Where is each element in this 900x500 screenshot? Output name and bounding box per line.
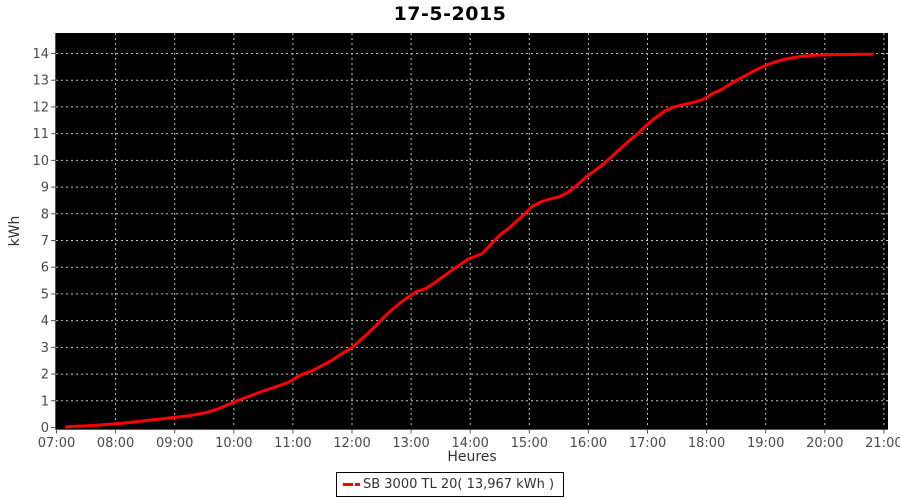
x-tick-label: 15:00 bbox=[511, 436, 548, 451]
plot-area bbox=[56, 33, 888, 429]
y-tick-label: 10 bbox=[32, 154, 49, 169]
x-tick-label: 10:00 bbox=[215, 436, 252, 451]
x-tick-label: 14:00 bbox=[451, 436, 488, 451]
y-tick-label: 9 bbox=[41, 181, 49, 196]
x-tick-label: 07:00 bbox=[38, 436, 75, 451]
x-tick-label: 20:00 bbox=[806, 436, 843, 451]
x-tick-label: 11:00 bbox=[274, 436, 311, 451]
y-tick-label: 1 bbox=[41, 394, 49, 409]
y-tick-label: 3 bbox=[41, 341, 49, 356]
y-tick-label: 8 bbox=[41, 207, 49, 222]
gridlines bbox=[56, 33, 888, 428]
legend-line-marker bbox=[342, 482, 353, 486]
y-tick-label: 0 bbox=[41, 421, 49, 436]
x-tick-label: 19:00 bbox=[747, 436, 784, 451]
legend-line-marker-short bbox=[354, 482, 360, 486]
x-tick-label: 09:00 bbox=[156, 436, 193, 451]
y-tick-label: 2 bbox=[41, 368, 49, 383]
y-tick-label: 13 bbox=[32, 74, 49, 89]
y-tick-label: 4 bbox=[41, 314, 49, 329]
x-tick-label: 12:00 bbox=[333, 436, 370, 451]
legend: SB 3000 TL 20( 13,967 kWh ) bbox=[335, 472, 565, 497]
x-tick-label: 08:00 bbox=[97, 436, 134, 451]
legend-label: SB 3000 TL 20( 13,967 kWh ) bbox=[362, 476, 555, 492]
y-tick-label: 5 bbox=[41, 287, 49, 302]
x-tick-label: 16:00 bbox=[570, 436, 607, 451]
y-tick-label: 7 bbox=[41, 234, 49, 249]
tick-labels: 07:00 08:00 09:00 10:00 11:00 12:00 13:00 14:00… bbox=[32, 47, 900, 451]
x-tick-label: 21:00 bbox=[865, 436, 900, 451]
y-tick-label: 11 bbox=[32, 127, 49, 142]
x-axis-label: Heures bbox=[447, 449, 497, 465]
y-tick-label: 12 bbox=[32, 100, 49, 115]
y-axis-label: kWh bbox=[7, 215, 23, 247]
y-tick-label: 14 bbox=[32, 47, 49, 62]
series-line bbox=[65, 52, 874, 429]
axes bbox=[51, 33, 888, 434]
y-tick-label: 6 bbox=[41, 261, 49, 276]
x-tick-label: 13:00 bbox=[392, 436, 429, 451]
x-tick-label: 18:00 bbox=[688, 436, 725, 451]
x-tick-label: 17:00 bbox=[629, 436, 666, 451]
chart-title: 17-5-2015 bbox=[393, 3, 507, 25]
